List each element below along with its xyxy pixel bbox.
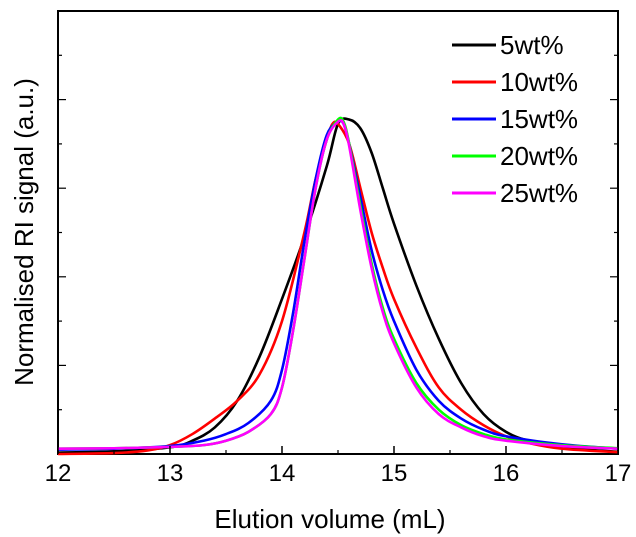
x-tick-label: 17 — [605, 460, 632, 487]
x-tick-label: 15 — [381, 460, 408, 487]
x-tick-label: 12 — [45, 460, 72, 487]
legend-label: 20wt% — [500, 141, 578, 171]
series-line-25wtpct — [57, 118, 619, 450]
x-axis: 12 13 14 15 16 17 — [45, 54, 632, 487]
x-tick-label: 13 — [157, 460, 184, 487]
legend-label: 10wt% — [500, 67, 578, 97]
series-line-10wtpct — [57, 120, 619, 456]
legend-label: 15wt% — [500, 104, 578, 134]
x-axis-title: Elution volume (mL) — [214, 504, 445, 534]
x-tick-label: 16 — [493, 460, 520, 487]
legend-label: 25wt% — [500, 178, 578, 208]
legend-label: 5wt% — [500, 30, 564, 60]
y-axis-title: Normalised RI signal (a.u.) — [9, 78, 39, 386]
x-tick-label: 14 — [269, 460, 296, 487]
series-layer — [57, 116, 619, 456]
series-line-5wtpct — [57, 117, 619, 454]
legend: 5wt% 10wt% 15wt% 20wt% 25wt% — [452, 30, 578, 208]
